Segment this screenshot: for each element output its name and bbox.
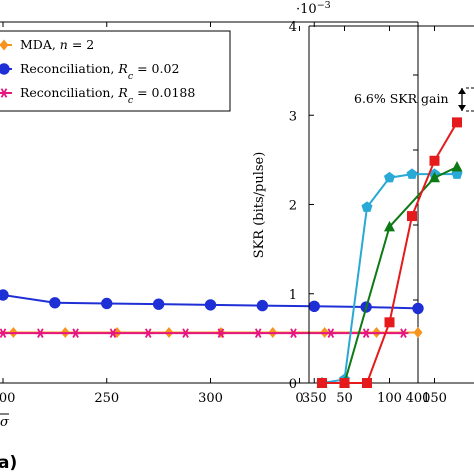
right-data-point (406, 168, 418, 179)
legend-marker (0, 88, 9, 98)
right-y-tick-label: 3 (289, 109, 297, 124)
bracket-arrow-head (458, 88, 466, 94)
left-data-point (152, 298, 165, 310)
left-data-point (180, 328, 191, 338)
left-data-point (107, 328, 118, 338)
right-data-point (384, 317, 395, 328)
right-data-point (383, 171, 396, 183)
left-x-axis-label: σ (0, 415, 10, 430)
right-y-tick-label: 1 (289, 288, 297, 303)
right-y-tick-label: 4 (289, 20, 297, 35)
left-data-point (0, 289, 9, 301)
left-data-point (308, 300, 320, 313)
right-data-point (452, 117, 462, 128)
left-data-point (143, 328, 154, 338)
legend-entry-label: Reconciliation, Rc = 0.0188 (20, 85, 195, 106)
left-legend: MDA, n = 2 Reconciliation, Rc = 0.02 Recon… (0, 30, 231, 112)
right-y-axis-label: SKR (bits/pulse) (252, 152, 267, 259)
left-data-point (288, 328, 299, 338)
right-series-line (322, 166, 458, 384)
left-data-point (361, 328, 372, 338)
right-y-tick-label: 2 (289, 199, 297, 214)
left-data-point (0, 328, 8, 338)
left-data-point (325, 328, 336, 338)
left-data-point (412, 302, 424, 315)
left-data-point (215, 328, 226, 338)
right-series-line (321, 173, 457, 384)
left-data-point (256, 299, 269, 312)
right-data-point (384, 220, 395, 232)
left-data-point (49, 297, 61, 309)
left-x-tick-label: 250 (94, 391, 119, 406)
left-x-tick-label: 200 (0, 391, 15, 406)
right-data-point (429, 155, 440, 166)
left-x-tick-label: 350 (302, 391, 327, 406)
right-y-multiplier: ·10−3 (296, 0, 331, 17)
left-series-line (0, 293, 419, 310)
left-data-point (204, 299, 217, 311)
left-data-point (101, 297, 113, 310)
panel-label: a) (0, 453, 17, 473)
legend-marker (0, 63, 10, 75)
right-x-tick-label: 100 (377, 391, 402, 406)
legend-entry-label: MDA, n = 2 (20, 37, 94, 52)
legend-marker (0, 39, 9, 51)
right-data-point (362, 378, 372, 388)
left-x-tick-label: 400 (406, 391, 431, 406)
left-data-point (253, 328, 264, 338)
left-data-point (413, 326, 423, 338)
left-data-point (398, 328, 409, 338)
skr-gain-annotation: 6.6% SKR gain (354, 91, 449, 106)
right-chart: 0 1 2 3 4 0 50 100 150 ·10−3 SKR (bits/pulse) 6.6% … (252, 0, 474, 406)
right-data-point (407, 211, 417, 222)
left-data-point (35, 328, 46, 338)
right-y-tick-label: 0 (289, 377, 297, 392)
right-data-point (317, 378, 327, 388)
right-data-point (339, 378, 350, 388)
right-x-tick-label: 0 (295, 391, 303, 406)
left-chart: 200250300350400MDA, n = 2Reconciliation,… (0, 21, 431, 473)
left-data-point (70, 328, 81, 338)
left-x-tick-label: 300 (198, 391, 223, 406)
right-data-point (429, 171, 440, 183)
right-x-tick-label: 50 (336, 391, 353, 406)
legend-entry-label: Reconciliation, Rc = 0.02 (20, 61, 179, 82)
right-x-tick-label: 150 (422, 391, 447, 406)
legend-box (0, 30, 231, 112)
right-data-point (451, 161, 463, 172)
bracket-arrow-head (458, 105, 466, 111)
right-data-point (361, 201, 373, 212)
skr-gain-bracket (458, 87, 474, 112)
